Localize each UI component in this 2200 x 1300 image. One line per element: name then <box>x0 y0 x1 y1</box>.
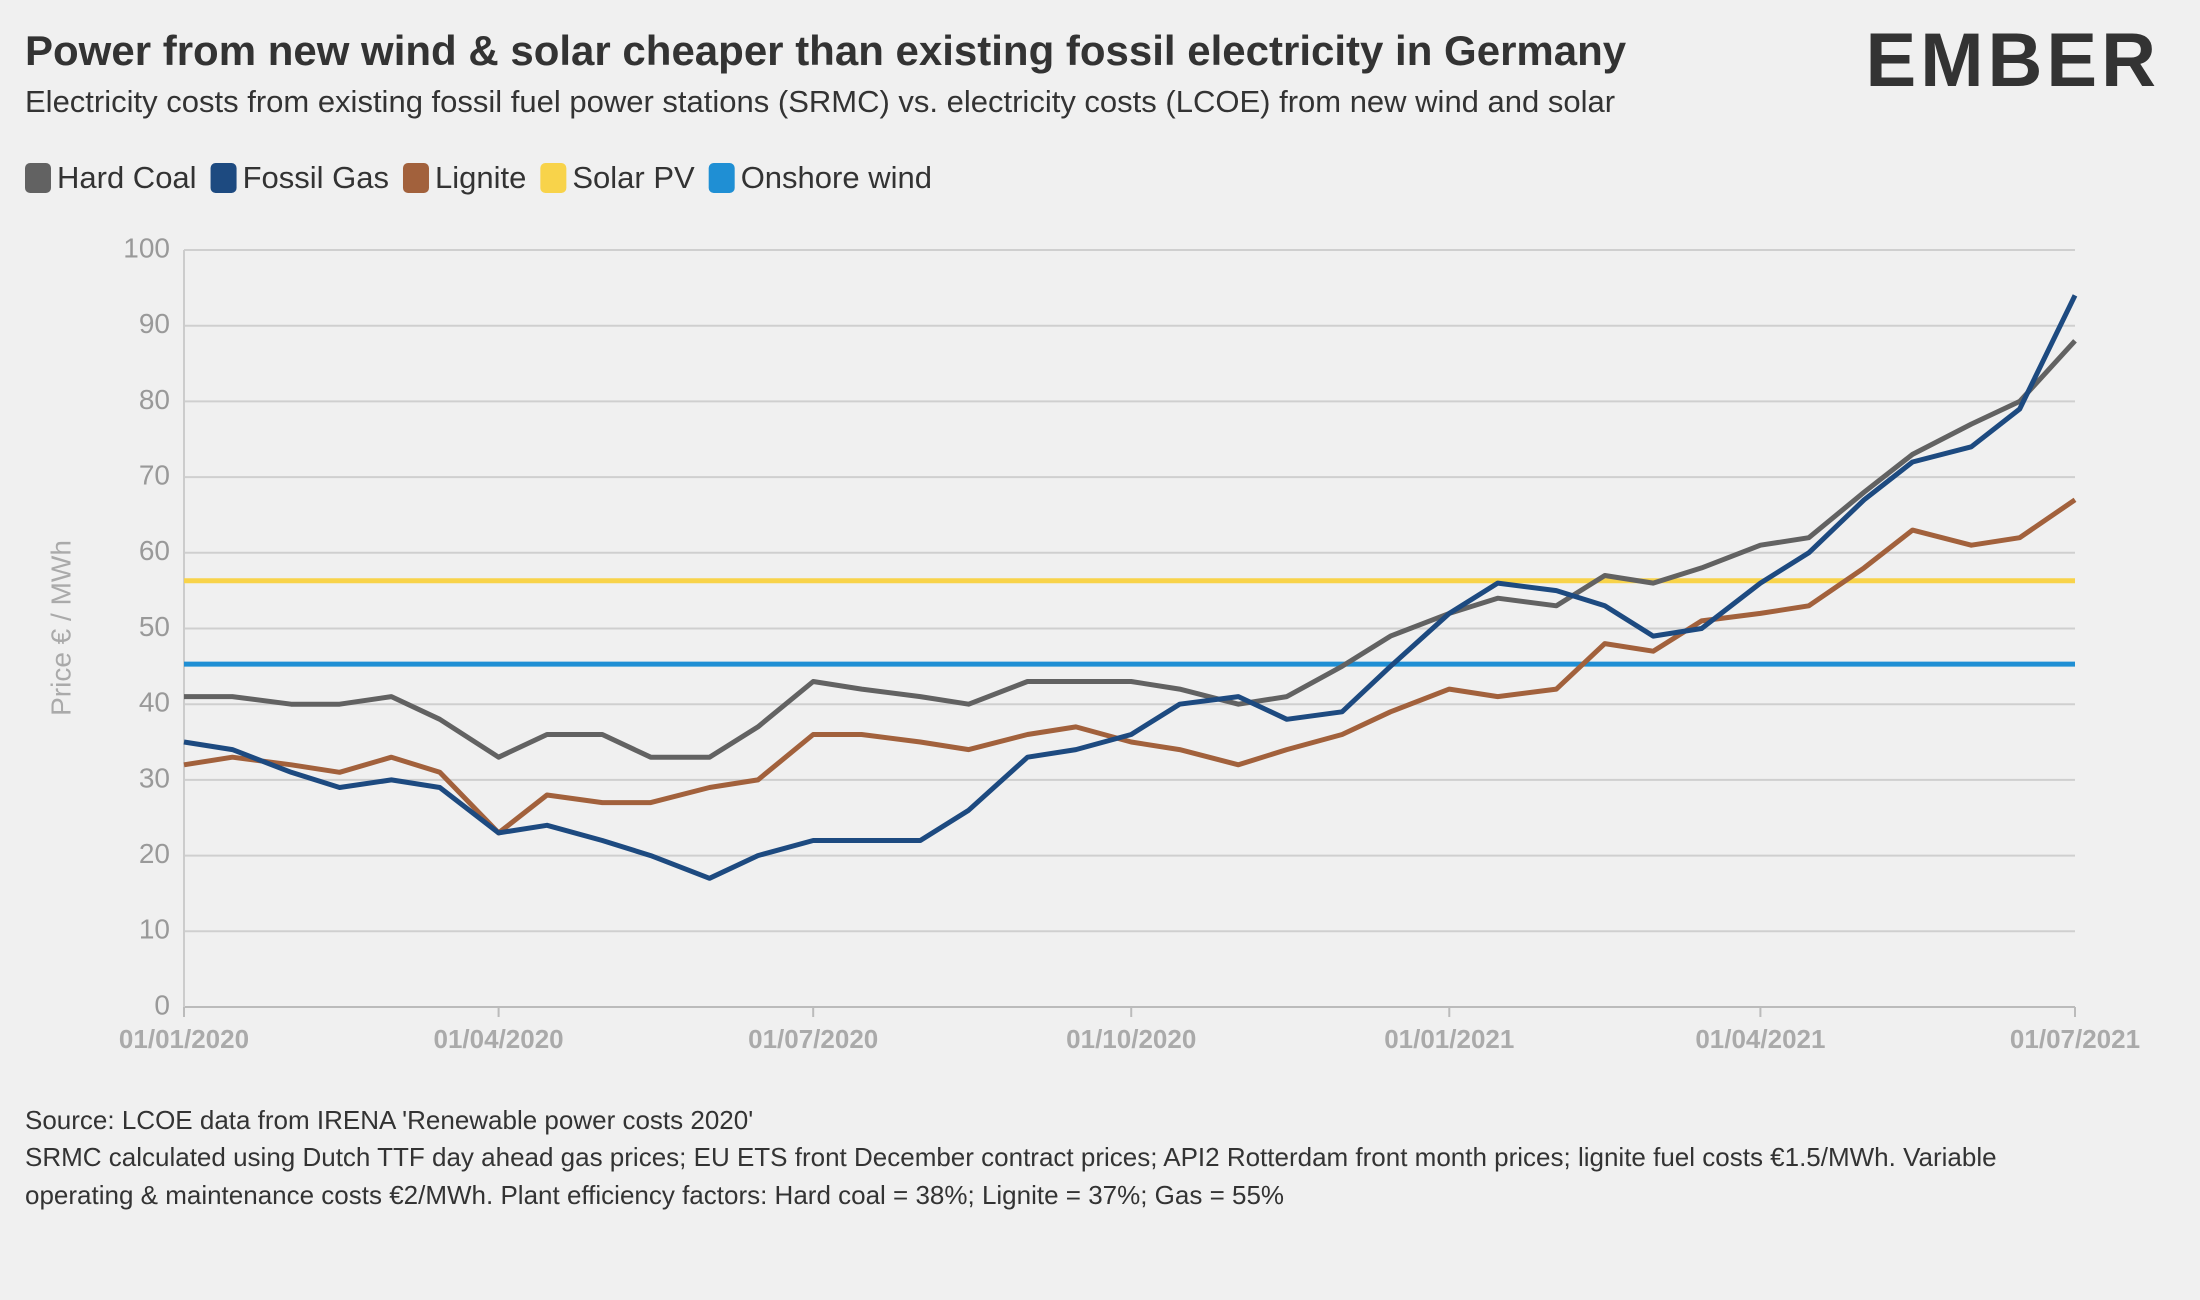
y-tick-label: 90 <box>139 308 170 339</box>
legend-swatch <box>210 163 237 193</box>
legend-swatch <box>25 163 51 193</box>
y-tick-label: 100 <box>123 232 170 263</box>
legend-label: Onshore wind <box>741 160 932 195</box>
y-tick-label: 0 <box>154 989 170 1020</box>
x-tick-label: 01/01/2021 <box>1384 1024 1514 1054</box>
y-tick-label: 30 <box>139 762 170 793</box>
chart-title: Power from new wind & solar cheaper than… <box>25 27 1627 74</box>
y-axis-label: Price € / MWh <box>45 540 76 716</box>
y-tick-label: 40 <box>139 687 170 718</box>
y-tick-label: 60 <box>139 535 170 566</box>
x-tick-label: 01/07/2021 <box>2010 1024 2140 1054</box>
legend-label: Lignite <box>435 160 526 195</box>
series-line <box>184 339 2077 760</box>
legend-label: Fossil Gas <box>243 160 389 195</box>
source-note: operating & maintenance costs €2/MWh. Pl… <box>25 1180 1284 1210</box>
x-tick-label: 01/10/2020 <box>1066 1024 1196 1054</box>
source-note: Source: LCOE data from IRENA 'Renewable … <box>25 1105 753 1135</box>
y-tick-label: 50 <box>139 611 170 642</box>
legend-label: Solar PV <box>572 160 695 195</box>
legend-swatch <box>402 163 429 193</box>
y-tick-label: 10 <box>139 914 170 945</box>
y-tick-label: 20 <box>139 838 170 869</box>
legend-swatch <box>540 163 567 193</box>
legend-label: Hard Coal <box>57 160 197 195</box>
y-tick-label: 70 <box>139 459 170 490</box>
legend-swatch <box>708 163 735 193</box>
x-tick-label: 01/07/2020 <box>748 1024 878 1054</box>
x-tick-label: 01/01/2020 <box>119 1024 249 1054</box>
source-note: SRMC calculated using Dutch TTF day ahea… <box>25 1142 1997 1172</box>
x-tick-label: 01/04/2020 <box>434 1024 564 1054</box>
chart-subtitle: Electricity costs from existing fossil f… <box>25 84 1615 119</box>
y-tick-label: 80 <box>139 384 170 415</box>
x-tick-label: 01/04/2021 <box>1695 1024 1825 1054</box>
series-line <box>183 294 2078 881</box>
logo: EMBER <box>1866 18 2160 103</box>
